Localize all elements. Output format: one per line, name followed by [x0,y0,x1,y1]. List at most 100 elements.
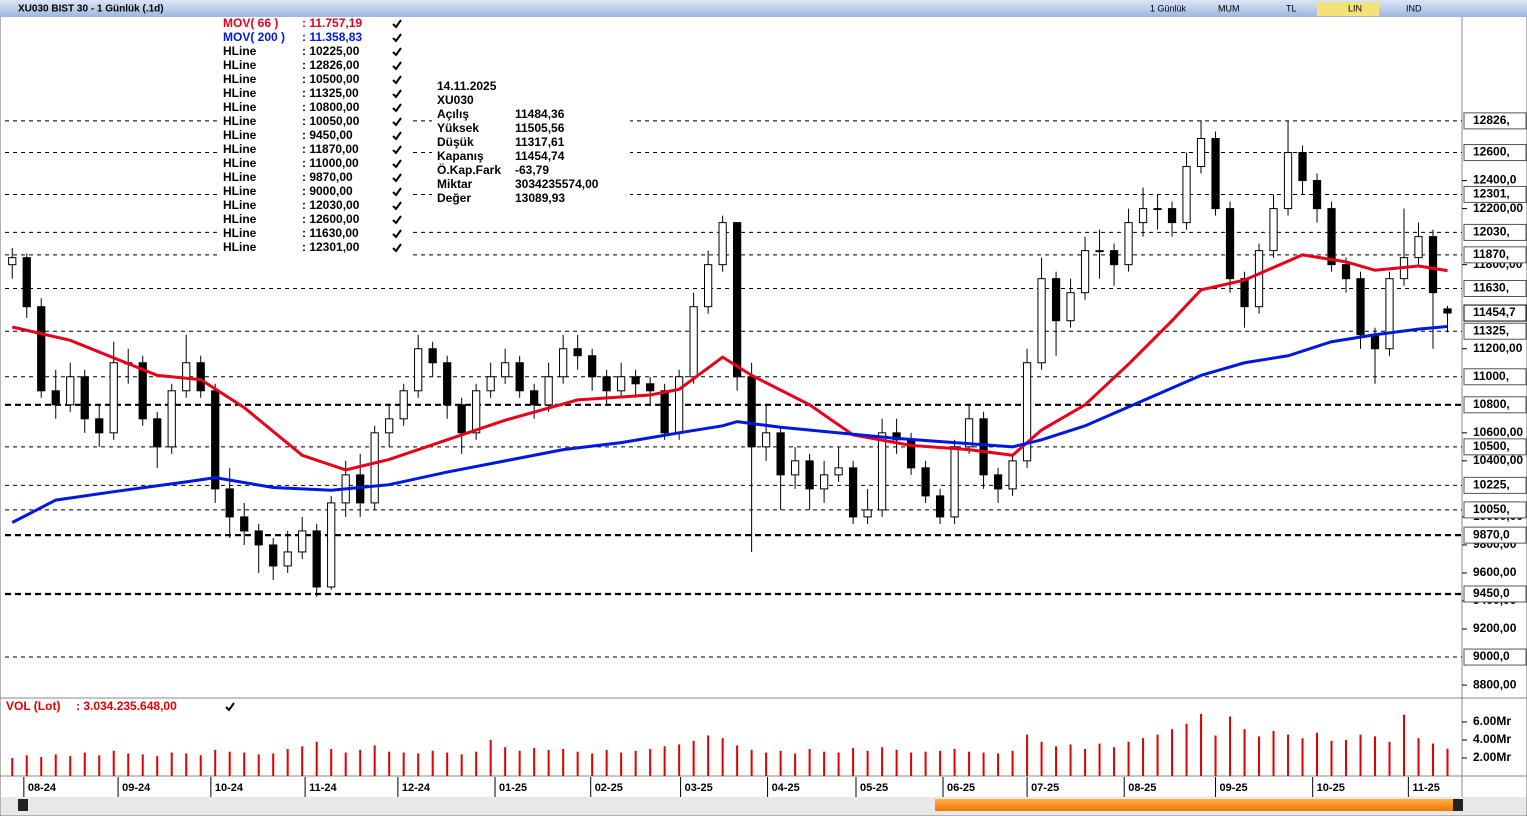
volume-bar [1301,738,1304,776]
info-label: Kapanış [437,149,484,163]
volume-bar [83,752,86,776]
info-value: -63,79 [515,163,549,177]
candle-body [863,509,872,518]
h-line-tag-box [1463,648,1527,666]
candle-body [8,257,17,266]
hline-name: HLine [223,156,257,170]
check-mark [392,75,402,85]
volume-bar [779,750,782,776]
legend-value: : 11.757,19 [302,16,362,30]
toolbar-item: IND [1406,3,1422,13]
h-line-tag-box [1463,185,1527,203]
candle-body [312,530,321,588]
candle-body [1124,222,1133,266]
hline-value: : 11870,00 [302,142,359,156]
candle-body [704,264,713,308]
info-label: Açılış [437,107,469,121]
volume-bar [1127,741,1130,776]
volume-bar [402,752,405,776]
volume-bar [489,739,492,776]
hline-name: HLine [223,44,257,58]
candle-body [1037,278,1046,364]
volume-bar [808,748,811,776]
h-line-tag-box [1463,501,1527,519]
volume-bar [1142,738,1145,776]
candle-body [443,362,452,406]
y-tick-label: 10400,00 [1473,453,1523,467]
candle-body [22,257,31,308]
candle-body [675,376,684,434]
volume-bar [692,740,695,776]
volume-bar [1345,739,1348,776]
y-tick-label: 11200,00 [1473,341,1523,355]
candle-body [834,467,843,476]
candle-body [138,362,147,420]
candle-body [602,376,611,392]
candle-body [964,418,974,448]
check-mark [392,19,402,29]
candle-body [617,376,626,392]
scroll-left[interactable] [18,799,28,811]
candle-body [935,495,945,518]
check-mark [392,89,402,99]
volume-bar [40,757,43,776]
check-mark [392,201,402,211]
h-line-tag: 11325, [1473,323,1509,337]
x-tick-label: 12-24 [402,782,431,794]
check-mark [392,33,402,43]
volume-title: VOL (Lot) [6,699,60,713]
candle-body [1370,334,1380,350]
h-line-tag-box [1463,526,1527,544]
candle-body [240,516,249,532]
candle-body [689,306,698,378]
candle-body [1051,278,1061,322]
volume-bar [141,754,144,776]
volume-bar [170,752,173,776]
volume-bar [228,751,231,776]
volume-bar [518,750,521,776]
volume-bar [997,753,1000,776]
volume-bar [301,746,304,776]
x-tick-label: 09-25 [1220,782,1248,794]
volume-bar [504,747,507,776]
candle-body [544,376,553,406]
last-price-box [1463,304,1527,322]
volume-bar [98,755,101,776]
volume-bar [1243,729,1246,776]
h-line-tag: 11000, [1473,369,1509,383]
candle-body [37,306,46,392]
candle-body [1080,250,1090,294]
candle-body [414,348,423,392]
candle-body [1138,208,1148,224]
candle-body [472,390,481,434]
check-mark [392,117,402,127]
scroll-thumb[interactable] [935,799,1455,811]
legend-name: MOV( 66 ) [223,16,278,30]
hline-value: : 10225,00 [302,44,360,58]
hline-name: HLine [223,58,257,72]
scroll-right[interactable] [1453,799,1463,811]
check-mark [392,229,402,239]
candle-body [660,390,669,434]
volume-bar [431,750,434,776]
volume-bar [388,751,391,776]
candle-body [1153,208,1162,211]
candle-body [1225,208,1235,280]
volume-bar [243,752,246,776]
check-mark [225,702,235,712]
candle-body [1312,180,1322,210]
candle-body [1109,250,1119,266]
candle-body [1182,166,1191,224]
hline-name: HLine [223,226,257,240]
candle-body [1443,308,1452,314]
moving-average [11,253,1448,472]
candle-body [646,383,655,392]
volume-bar [649,748,652,776]
hline-name: HLine [223,128,257,142]
h-line-tag: 10225, [1473,478,1510,492]
candle-body [1211,138,1220,210]
candle-body [805,460,814,490]
volume-bar [1069,744,1072,776]
hline-name: HLine [223,240,257,254]
